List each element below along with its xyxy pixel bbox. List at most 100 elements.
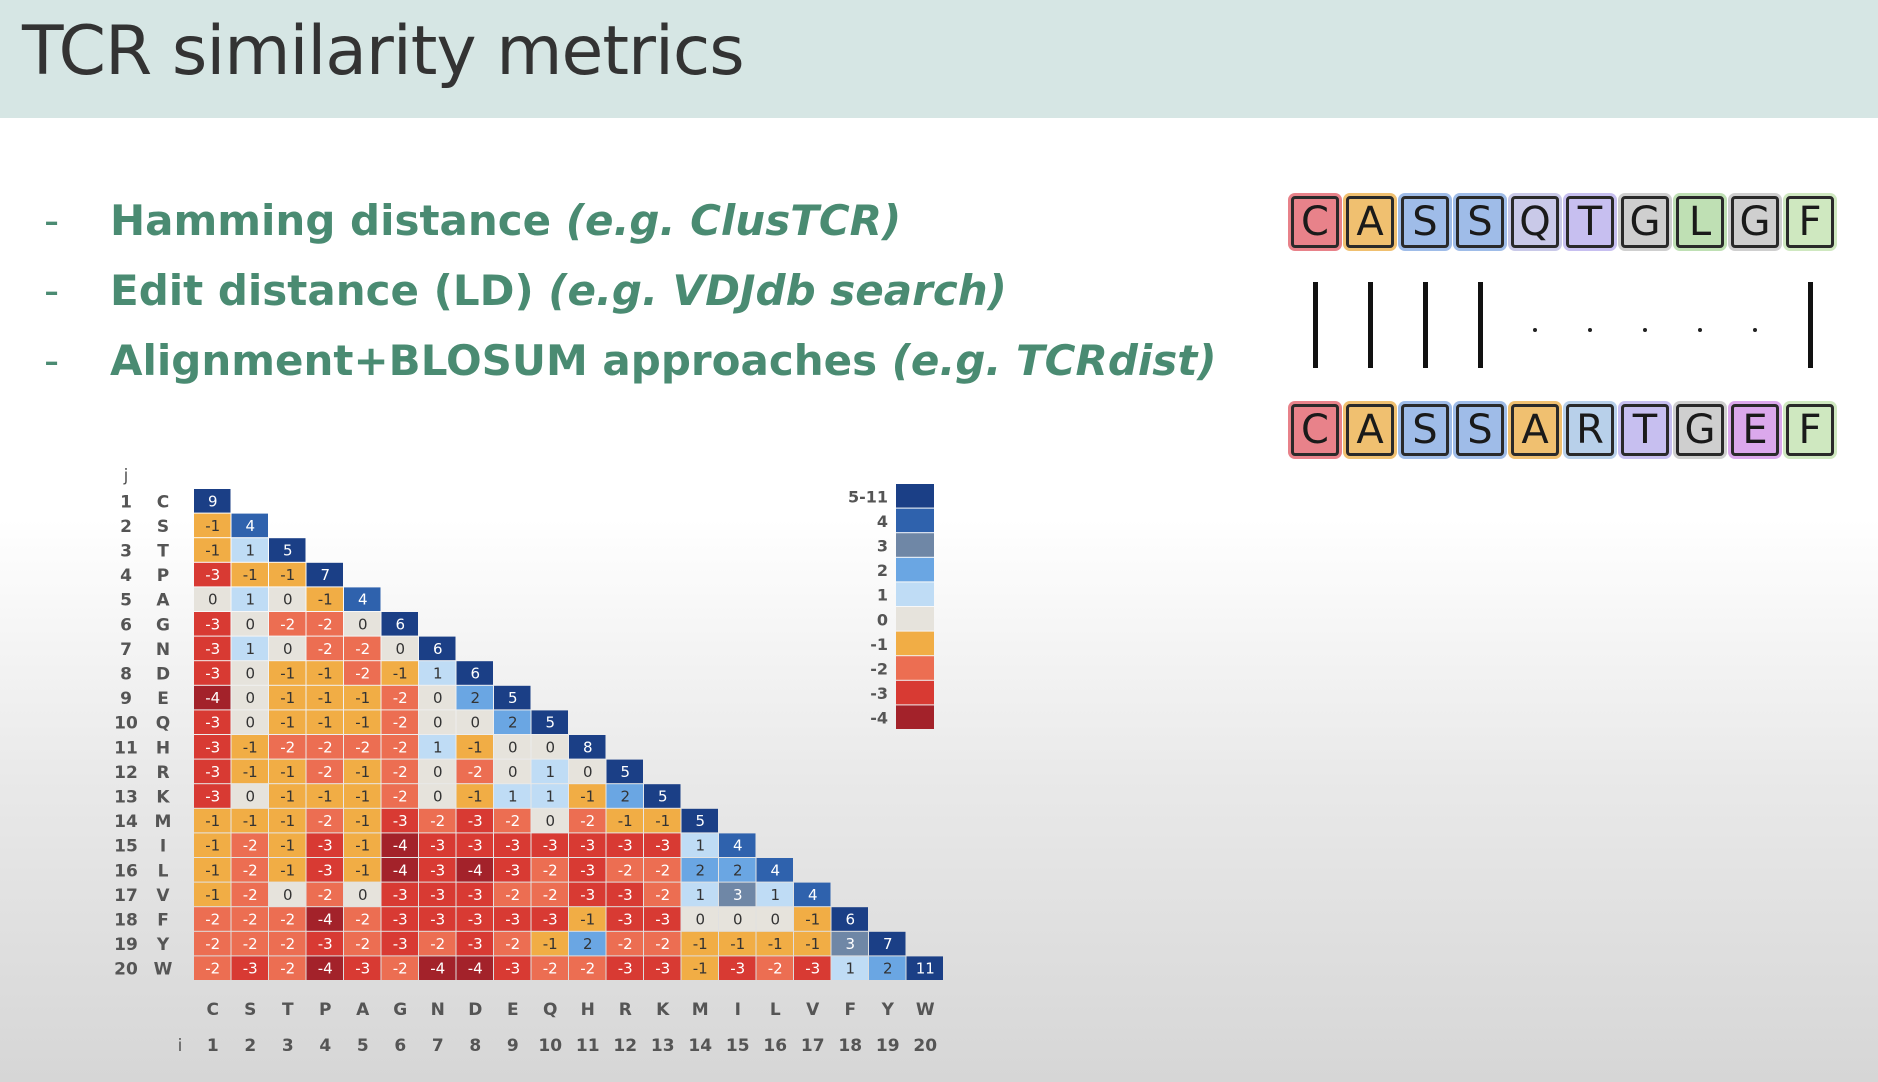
heatmap-cell [381, 710, 418, 734]
col-residue-label: P [319, 1000, 331, 1020]
heatmap-cell [644, 882, 681, 907]
top-sequence-residue: T [1566, 196, 1614, 248]
row-residue-label: H [156, 738, 170, 758]
heatmap-cell [494, 808, 531, 833]
row-index-label: 7 [120, 640, 132, 660]
heatmap-cell [606, 931, 643, 956]
heatmap-cell-label: 5 [695, 812, 705, 830]
heatmap-cell [269, 833, 306, 857]
bullet-example: (e.g. TCRdist) [891, 336, 1217, 385]
row-residue-label: R [156, 763, 169, 783]
row-residue-label: V [156, 886, 170, 906]
top-sequence-residue: G [1731, 196, 1779, 248]
heatmap-cell-label: 1 [695, 837, 705, 855]
heatmap-cell [231, 636, 268, 661]
heatmap-cell-label: -1 [355, 812, 370, 830]
row-index-label: 4 [120, 566, 132, 586]
heatmap-cell-label: -3 [468, 837, 483, 855]
heatmap-cell [269, 907, 306, 931]
legend-swatch [896, 582, 934, 606]
row-index-label: 18 [114, 911, 138, 931]
legend-swatch [896, 656, 934, 680]
row-index-label: 12 [114, 763, 138, 783]
heatmap-cell [381, 685, 418, 710]
heatmap-cell [681, 931, 718, 956]
heatmap-cell [306, 882, 343, 907]
col-index-label: 7 [432, 1036, 444, 1056]
col-index-label: 18 [838, 1036, 862, 1056]
row-residue-label: E [157, 689, 169, 709]
heatmap-cell [269, 587, 306, 611]
heatmap-cell [794, 931, 831, 956]
heatmap-cell-label: -1 [655, 812, 670, 830]
match-bar [1313, 282, 1318, 368]
top-sequence-residue: C [1291, 196, 1339, 248]
heatmap-cell [344, 759, 381, 784]
heatmap-cell [606, 907, 643, 931]
heatmap-cell-label: -3 [205, 665, 220, 683]
heatmap-cell-label: 5 [545, 714, 555, 732]
heatmap-cell-label: -3 [430, 886, 445, 904]
heatmap-cell-label: 0 [283, 591, 293, 609]
heatmap-cell [231, 612, 268, 636]
heatmap-cell [531, 710, 568, 734]
heatmap-cell-label: -2 [543, 861, 558, 879]
heatmap-cell-label: 0 [508, 738, 518, 756]
heatmap-cell-label: -3 [205, 763, 220, 781]
heatmap-cell [269, 956, 306, 980]
heatmap-cell-label: -1 [618, 812, 633, 830]
heatmap-cell-label: -3 [393, 911, 408, 929]
heatmap-cell-label: -1 [355, 837, 370, 855]
bullet-main-text: Alignment+BLOSUM approaches [110, 336, 878, 385]
heatmap-cell [756, 907, 793, 931]
heatmap-cell [344, 661, 381, 685]
bottom-sequence-residue: R [1566, 404, 1614, 456]
heatmap-cell-label: 0 [245, 689, 255, 707]
heatmap-cell [344, 612, 381, 636]
heatmap-cell [381, 759, 418, 784]
heatmap-cell [719, 882, 756, 907]
heatmap-cell-label: 1 [245, 640, 255, 658]
heatmap-cell-label: -2 [243, 886, 258, 904]
bottom-sequence-residue: S [1401, 404, 1449, 456]
heatmap-cell-label: -2 [318, 640, 333, 658]
heatmap-cell [831, 907, 868, 931]
col-index-label: 17 [801, 1036, 825, 1056]
col-residue-label: R [619, 1000, 632, 1020]
heatmap-cell [681, 956, 718, 980]
heatmap-cell [606, 956, 643, 980]
heatmap-cell-label: -1 [205, 837, 220, 855]
heatmap-cell [306, 931, 343, 956]
col-index-label: 8 [469, 1036, 481, 1056]
heatmap-cell [756, 882, 793, 907]
heatmap-cell-label: 5 [283, 542, 293, 560]
match-bar [1423, 282, 1428, 368]
mismatch-dot [1753, 328, 1757, 332]
heatmap-cell [194, 562, 231, 587]
heatmap-cell-label: -1 [468, 738, 483, 756]
heatmap-cell [719, 956, 756, 980]
legend-label: 0 [877, 610, 888, 629]
heatmap-cell-label: -3 [205, 738, 220, 756]
heatmap-cell-label: -4 [430, 960, 445, 978]
heatmap-cell [644, 833, 681, 857]
heatmap-cell-label: 0 [508, 763, 518, 781]
heatmap-cell [381, 636, 418, 661]
heatmap-cell [269, 538, 306, 562]
heatmap-cell-label: -2 [243, 837, 258, 855]
col-index-label: 6 [394, 1036, 406, 1056]
heatmap-cell-label: -2 [318, 738, 333, 756]
heatmap-cell-label: -3 [205, 566, 220, 584]
heatmap-cell-label: -2 [205, 935, 220, 953]
heatmap-cell-label: 3 [845, 935, 855, 953]
heatmap-cell-label: -2 [393, 960, 408, 978]
row-index-label: 10 [114, 714, 138, 734]
heatmap-cell-label: -2 [543, 886, 558, 904]
heatmap-cell-label: 0 [245, 665, 255, 683]
heatmap-cell-label: -3 [243, 960, 258, 978]
heatmap-cell [194, 759, 231, 784]
heatmap-cell [531, 858, 568, 882]
heatmap-cell [831, 931, 868, 956]
heatmap-cell [869, 956, 906, 980]
